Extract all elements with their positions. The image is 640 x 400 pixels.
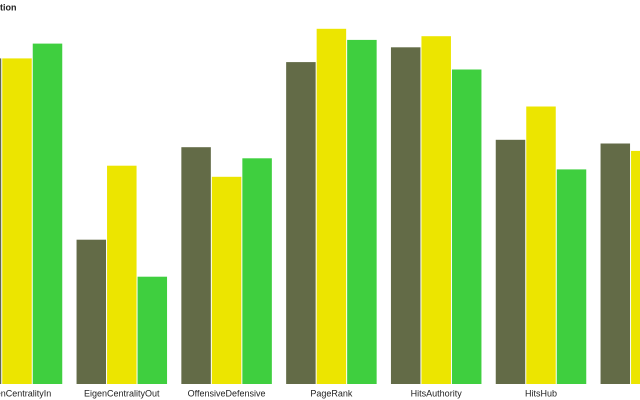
bar <box>556 169 587 384</box>
bar <box>286 62 316 384</box>
x-tick-label: HitsHub <box>525 388 557 398</box>
bar <box>316 28 347 385</box>
bar <box>211 176 242 384</box>
chart-title: tion <box>0 2 17 12</box>
bar <box>526 106 556 384</box>
bar <box>76 239 107 384</box>
bar <box>0 58 2 385</box>
bar <box>242 158 272 384</box>
bar <box>2 58 32 385</box>
x-tick-label: HitsAuthority <box>411 388 463 398</box>
bar <box>600 143 631 384</box>
bar <box>421 36 451 384</box>
bar <box>451 69 482 384</box>
bar <box>631 150 640 384</box>
bar <box>181 147 211 384</box>
x-tick-label: EigenCentralityIn <box>0 388 51 398</box>
x-tick-label: EigenCentralityOut <box>84 388 160 398</box>
bar <box>495 139 526 384</box>
bar <box>137 276 168 384</box>
x-tick-label: OffensiveDefensive <box>188 388 266 398</box>
bar <box>107 165 137 384</box>
x-tick-label: PageRank <box>310 388 353 398</box>
bar <box>390 47 421 385</box>
bar <box>347 39 377 385</box>
bar <box>32 43 63 384</box>
